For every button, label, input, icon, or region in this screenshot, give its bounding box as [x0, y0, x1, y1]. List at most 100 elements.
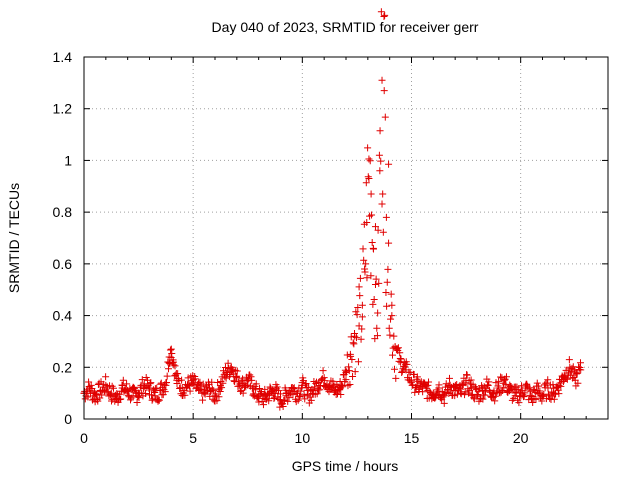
data-point: [261, 385, 269, 393]
data-point: [567, 367, 575, 375]
data-point: [284, 397, 292, 405]
data-point: [265, 397, 273, 405]
data-point: [481, 391, 489, 399]
data-point: [113, 394, 121, 402]
data-point: [397, 358, 405, 366]
data-point: [576, 359, 584, 367]
x-axis-label: GPS time / hours: [292, 458, 399, 474]
data-point: [491, 397, 499, 405]
data-point: [304, 392, 312, 400]
data-point: [462, 379, 470, 387]
data-point: [474, 390, 482, 398]
data-point: [252, 380, 260, 388]
data-point: [239, 375, 247, 383]
data-point: [352, 308, 360, 316]
data-point: [398, 368, 406, 376]
data-point: [266, 389, 274, 397]
data-point: [156, 387, 164, 395]
data-point: [463, 371, 471, 379]
y-tick-labels: 0 0.2 0.4 0.6 0.8 1 1.2 1.4: [53, 49, 73, 427]
data-point: [390, 332, 398, 340]
data-point: [342, 368, 350, 376]
data-point: [178, 384, 186, 392]
data-point: [565, 356, 573, 364]
data-point: [495, 377, 503, 385]
data-point: [270, 395, 278, 403]
data-point: [174, 370, 182, 378]
data-point: [351, 368, 359, 376]
data-point: [411, 388, 419, 396]
data-point: [463, 371, 471, 379]
data-point: [502, 380, 510, 388]
data-point: [385, 324, 393, 332]
data-point: [309, 387, 317, 395]
data-point: [563, 375, 571, 383]
data-point: [96, 387, 104, 395]
data-point: [326, 381, 334, 389]
data-point: [138, 376, 146, 384]
data-point: [166, 346, 174, 354]
data-point: [529, 398, 537, 406]
data-point: [528, 394, 536, 402]
data-point: [119, 376, 127, 384]
data-point: [232, 373, 240, 381]
data-point: [522, 384, 530, 392]
data-point: [320, 374, 328, 382]
data-point: [369, 244, 377, 252]
data-point: [259, 401, 267, 409]
data-point: [222, 368, 230, 376]
data-point: [148, 396, 156, 404]
data-point: [171, 362, 179, 370]
data-point: [151, 385, 159, 393]
data-point: [376, 167, 384, 175]
x-tick-label: 5: [189, 430, 197, 446]
data-point: [129, 392, 137, 400]
data-point: [389, 351, 397, 359]
data-point: [440, 392, 448, 400]
data-point: [346, 380, 354, 388]
data-point: [106, 390, 114, 398]
y-tick-label: 0.6: [53, 256, 73, 272]
data-point: [375, 279, 383, 287]
plot-frame: [83, 56, 609, 420]
data-point: [388, 301, 396, 309]
data-point: [396, 349, 404, 357]
data-point: [256, 385, 264, 393]
data-point: [216, 388, 224, 396]
data-point: [461, 391, 469, 399]
data-point: [457, 389, 465, 397]
data-point: [208, 385, 216, 393]
data-point: [230, 377, 238, 385]
points: [80, 8, 585, 411]
data-point: [372, 275, 380, 283]
data-point: [375, 151, 383, 159]
data-point: [130, 385, 138, 393]
data-point: [117, 395, 125, 403]
data-point: [520, 392, 528, 400]
data-point: [109, 384, 117, 392]
data-point: [358, 301, 366, 309]
data-point: [319, 367, 327, 375]
data-point: [388, 312, 396, 320]
data-point: [186, 387, 194, 395]
data-point: [206, 384, 214, 392]
data-point: [379, 190, 387, 198]
x-tick-labels: 0 5 10 15 20: [80, 430, 529, 446]
data-point: [135, 389, 143, 397]
grid-lines: [84, 57, 608, 419]
data-point: [390, 365, 398, 373]
data-point: [329, 377, 337, 385]
data-point: [351, 332, 359, 340]
data-point: [533, 379, 541, 387]
data-point: [311, 383, 319, 391]
data-point: [364, 144, 372, 152]
y-tick-label: 0: [64, 411, 72, 427]
data-point: [356, 292, 364, 300]
data-point: [260, 394, 268, 402]
data-point: [315, 379, 323, 387]
data-point: [352, 334, 360, 342]
data-point: [367, 272, 375, 280]
data-point: [571, 376, 579, 384]
data-point: [445, 374, 453, 382]
data-point: [213, 397, 221, 405]
